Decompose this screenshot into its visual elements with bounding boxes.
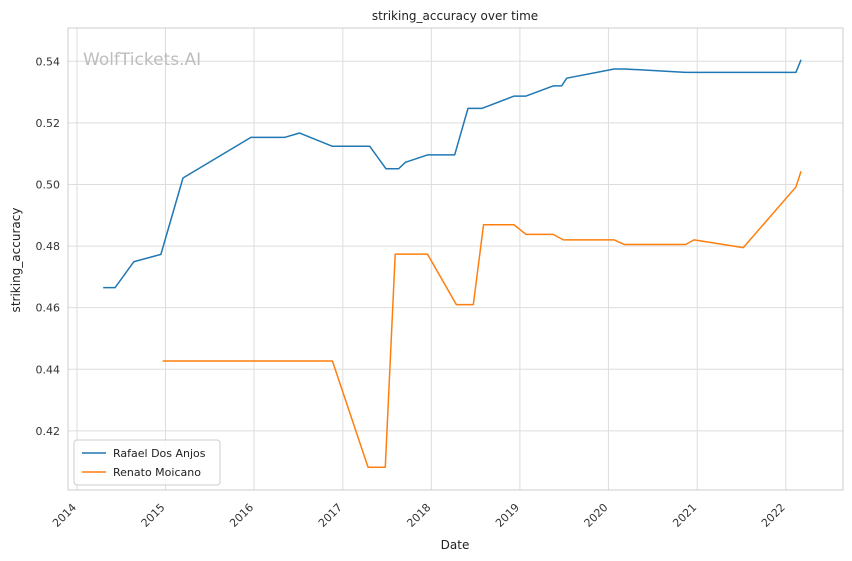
y-tick-label: 0.44 bbox=[36, 363, 61, 376]
legend-label-renato-moicano: Renato Moicano bbox=[113, 466, 201, 479]
x-tick-label: 2017 bbox=[316, 501, 345, 530]
x-tick-label: 2018 bbox=[404, 501, 433, 530]
legend: Rafael Dos Anjos Renato Moicano bbox=[73, 439, 221, 486]
series-line-renato-moicano bbox=[162, 170, 802, 468]
series-lines bbox=[103, 59, 802, 468]
x-tick-label: 2020 bbox=[582, 501, 611, 530]
chart-title: striking_accuracy over time bbox=[372, 9, 538, 23]
x-axis-label: Date bbox=[441, 538, 470, 552]
x-tick-label: 2021 bbox=[670, 501, 699, 530]
x-tick-label: 2015 bbox=[139, 501, 168, 530]
x-tick-label: 2014 bbox=[50, 501, 79, 530]
grid bbox=[68, 28, 843, 490]
y-tick-label: 0.46 bbox=[36, 302, 61, 315]
y-tick-label: 0.54 bbox=[36, 55, 61, 68]
plot-area-frame bbox=[67, 27, 844, 491]
y-axis-label: striking_accuracy bbox=[9, 208, 23, 313]
x-tick-label: 2019 bbox=[493, 501, 522, 530]
y-tick-label: 0.42 bbox=[36, 425, 61, 438]
x-tick-label: 2022 bbox=[759, 501, 788, 530]
y-tick-label: 0.48 bbox=[36, 240, 61, 253]
x-axis-ticks: 2014 2015 2016 2017 2018 2019 2020 2021 2022 bbox=[50, 501, 788, 530]
series-line-rafael-dos-anjos bbox=[103, 59, 802, 289]
legend-box bbox=[73, 439, 221, 486]
y-axis-ticks: 0.42 0.44 0.46 0.48 0.50 0.52 0.54 bbox=[36, 55, 61, 438]
watermark: WolfTickets.AI bbox=[83, 50, 201, 70]
legend-label-rafael-dos-anjos: Rafael Dos Anjos bbox=[113, 447, 206, 460]
y-tick-label: 0.52 bbox=[36, 117, 61, 130]
y-tick-label: 0.50 bbox=[36, 178, 61, 191]
x-tick-label: 2016 bbox=[227, 501, 256, 530]
